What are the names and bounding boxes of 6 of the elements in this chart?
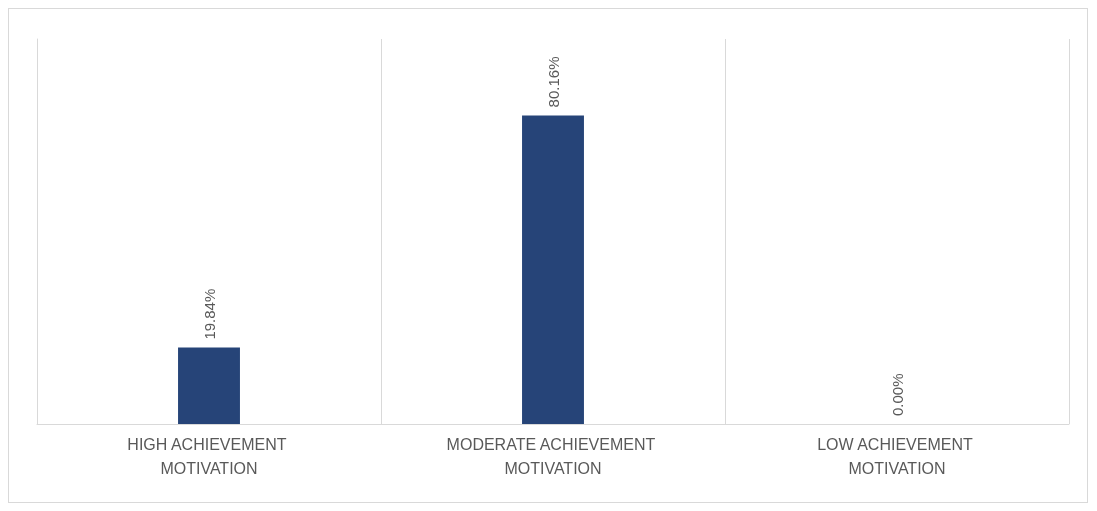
x-tick-label: MODERATE ACHIEVEMENT MOTIVATION xyxy=(446,435,660,477)
x-tick-label: LOW ACHIEVEMENT MOTIVATION xyxy=(817,435,977,477)
x-tick-label: HIGH ACHIEVEMENT MOTIVATION xyxy=(127,435,291,477)
data-label: 80.16% xyxy=(544,56,562,108)
data-label: 19.84% xyxy=(200,288,218,340)
data-label: 0.00% xyxy=(888,373,906,416)
